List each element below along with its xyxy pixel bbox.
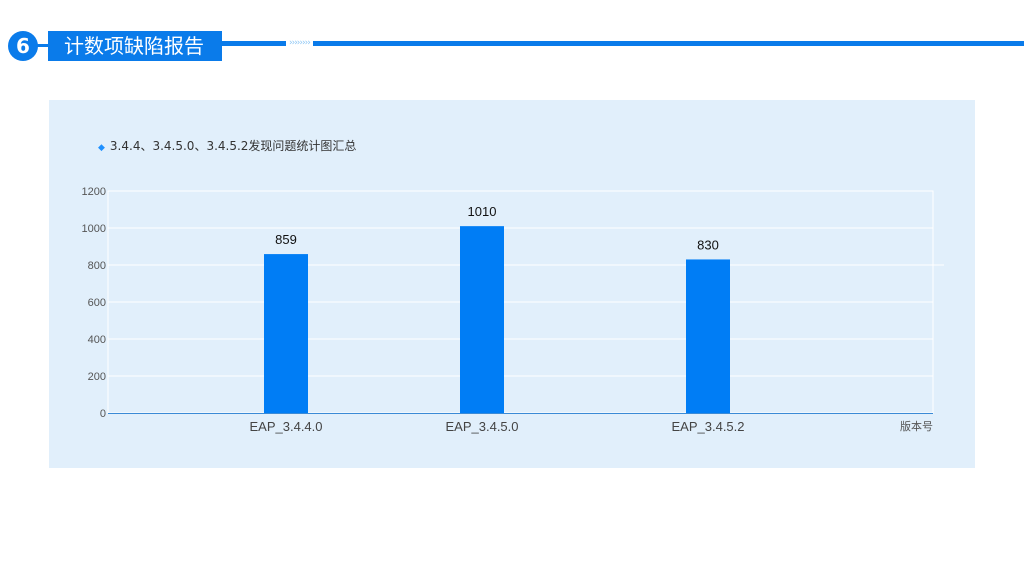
bullet-diamond-icon: ◆ <box>98 143 105 153</box>
bar <box>264 254 308 413</box>
x-tick-label: EAP_3.4.5.2 <box>672 419 745 434</box>
data-label: 830 <box>697 237 719 252</box>
header-connector <box>36 44 50 47</box>
x-axis-label: 版本号 <box>900 419 933 433</box>
section-number-badge: 6 <box>8 31 38 61</box>
bar <box>460 226 504 413</box>
y-tick-label: 200 <box>88 371 106 383</box>
y-tick-label: 1000 <box>82 223 106 235</box>
y-tick-label: 0 <box>100 408 106 420</box>
y-tick-label: 800 <box>88 260 106 272</box>
x-tick-label: EAP_3.4.5.0 <box>446 419 519 434</box>
x-tick-label: EAP_3.4.4.0 <box>250 419 323 434</box>
chevron-decoration-icon: ›››››››› <box>286 38 313 48</box>
data-label: 1010 <box>468 204 497 219</box>
header-rule <box>222 41 1024 46</box>
chart-panel <box>49 100 975 468</box>
section-title: 计数项缺陷报告 <box>48 31 222 61</box>
bar <box>686 259 730 413</box>
chart-title-text: 3.4.4、3.4.5.0、3.4.5.2发现问题统计图汇总 <box>109 139 357 153</box>
y-tick-label: 600 <box>88 297 106 309</box>
y-tick-label: 1200 <box>82 186 106 198</box>
data-label: 859 <box>275 232 297 247</box>
y-tick-label: 400 <box>88 334 106 346</box>
chart-title: ◆ 3.4.4、3.4.5.0、3.4.5.2发现问题统计图汇总 <box>98 137 356 154</box>
